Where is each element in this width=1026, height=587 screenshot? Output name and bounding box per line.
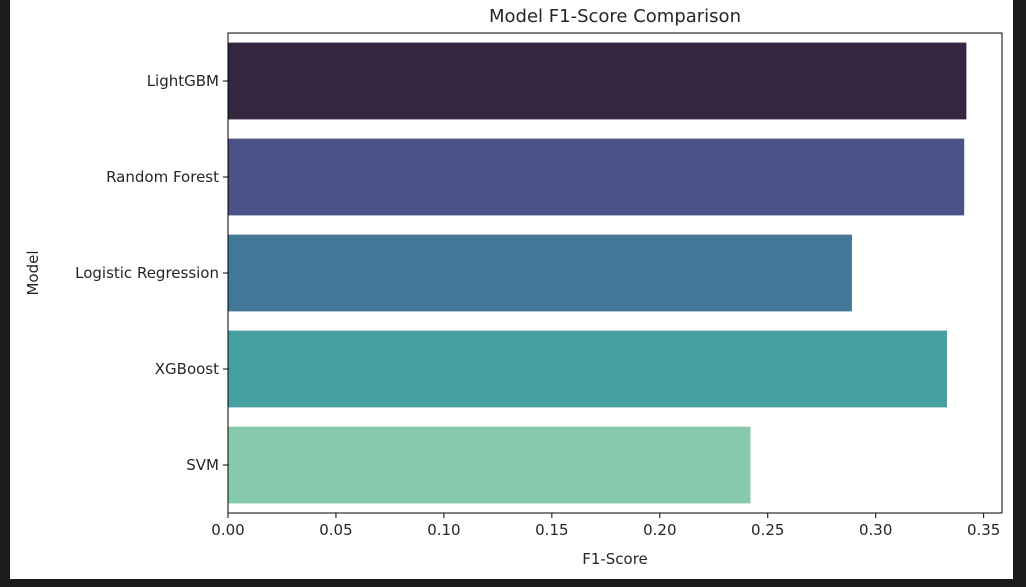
x-tick-label: 0.30 [859,521,892,539]
chart-figure: LightGBM Random Forest Logistic Regression… [10,0,1013,579]
x-axis-label: F1-Score [582,550,648,568]
y-tick-label: LightGBM [147,72,219,90]
bar-xgboost [228,330,947,408]
x-axis-ticks: 0.00 0.05 0.10 0.15 0.20 0.25 0.30 0.35 [211,513,1000,539]
bar-random-forest [228,138,965,216]
bar-lightgbm [228,42,967,120]
y-axis-ticks: LightGBM Random Forest Logistic Regression… [75,72,228,474]
bars [228,42,967,504]
x-tick-label: 0.20 [643,521,676,539]
x-tick-label: 0.10 [427,521,460,539]
y-tick-label: SVM [186,456,219,474]
x-tick-label: 0.35 [967,521,1000,539]
y-tick-label: Logistic Regression [75,264,219,282]
y-tick-label: XGBoost [155,360,219,378]
bar-logistic-regression [228,234,852,312]
x-tick-label: 0.25 [751,521,784,539]
x-tick-label: 0.15 [535,521,568,539]
bar-chart: LightGBM Random Forest Logistic Regression… [24,6,1003,568]
x-tick-label: 0.05 [319,521,352,539]
bar-svm [228,426,751,504]
x-tick-label: 0.00 [211,521,244,539]
y-axis-label: Model [24,250,42,295]
chart-title: Model F1-Score Comparison [489,6,741,27]
y-tick-label: Random Forest [106,168,219,186]
